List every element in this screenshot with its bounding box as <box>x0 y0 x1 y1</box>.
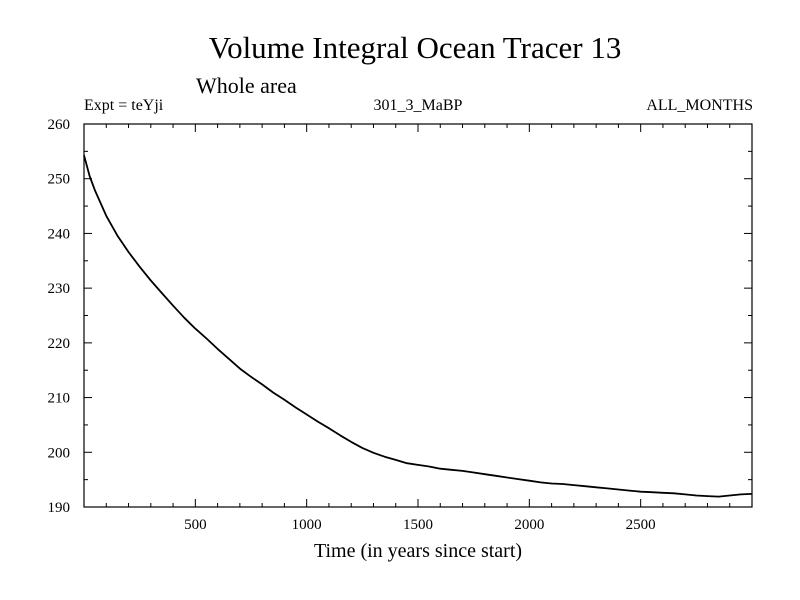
chart-title: Volume Integral Ocean Tracer 13 <box>209 30 622 65</box>
x-tick-label: 2000 <box>514 517 544 533</box>
expt-annotation: Expt = teYji <box>84 97 164 114</box>
y-tick-label: 230 <box>48 281 71 297</box>
y-tick-label: 260 <box>48 117 71 133</box>
y-tick-label: 200 <box>48 445 71 461</box>
y-tick-label: 250 <box>48 172 71 188</box>
y-tick-label: 190 <box>48 500 71 516</box>
y-axis: 190 200 210 220 230 240 250 260 <box>48 117 752 516</box>
chart-subtitle: Whole area <box>196 73 297 98</box>
y-tick-label: 240 <box>48 226 71 242</box>
y-tick-label: 210 <box>48 391 71 407</box>
run-annotation: 301_3_MaBP <box>374 97 463 114</box>
months-annotation: ALL_MONTHS <box>646 97 753 114</box>
x-tick-label: 1000 <box>292 517 322 533</box>
x-axis-label: Time (in years since start) <box>314 540 522 562</box>
x-tick-label: 1500 <box>403 517 433 533</box>
x-tick-label: 500 <box>184 517 207 533</box>
series-line <box>83 154 753 498</box>
x-tick-label: 2500 <box>626 517 656 533</box>
plot-frame <box>83 123 753 508</box>
x-axis: 500 1000 1500 2000 2500 <box>105 124 731 533</box>
y-tick-label: 220 <box>48 336 71 352</box>
